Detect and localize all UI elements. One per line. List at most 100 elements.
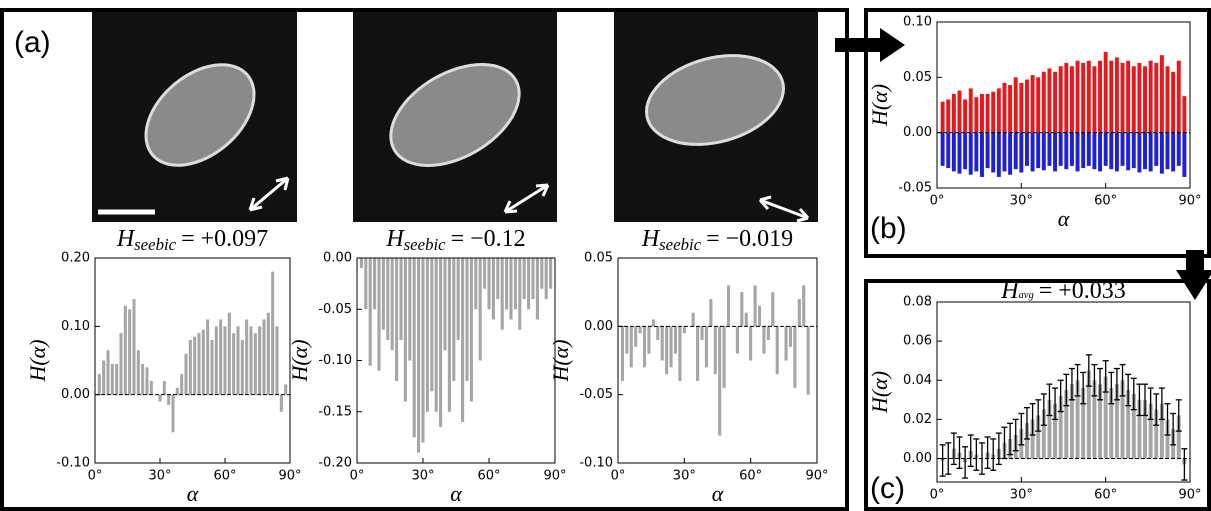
error-bar: [1142, 383, 1149, 417]
bar: [974, 97, 979, 133]
bar: [1131, 66, 1136, 133]
bar: [210, 340, 214, 395]
plot-frame: [936, 21, 1191, 189]
bar: [390, 258, 394, 351]
bar: [123, 305, 127, 395]
bar: [284, 384, 288, 395]
bar: [1154, 132, 1159, 166]
bar: [1053, 403, 1058, 459]
bar: [1126, 132, 1131, 171]
bar: [253, 333, 257, 395]
bar: [744, 312, 748, 327]
bar: [1126, 390, 1131, 459]
title-subscript: seebic: [134, 235, 176, 254]
bar: [985, 93, 990, 133]
sem-images: [92, 12, 818, 223]
bar: [1086, 60, 1091, 133]
bar: [1154, 409, 1159, 459]
bar: [1159, 403, 1164, 459]
bar: [513, 258, 517, 310]
bar: [753, 285, 757, 327]
error-bar: [1181, 448, 1188, 481]
bar: [963, 132, 968, 170]
bar: [373, 258, 377, 310]
bar: [968, 132, 973, 175]
bar: [957, 90, 962, 133]
bar: [642, 326, 647, 368]
bar: [1036, 77, 1041, 133]
error-bar: [984, 436, 991, 469]
bar: [395, 258, 399, 381]
plot-frame: [617, 257, 818, 464]
bar: [793, 326, 797, 388]
bar: [985, 132, 990, 169]
bar: [149, 381, 153, 395]
error-bar: [962, 446, 969, 479]
bar: [1176, 132, 1181, 166]
polarization-arrow: [503, 183, 550, 214]
y-tick-label: -0.05: [579, 387, 613, 402]
arrow-down: [1176, 250, 1211, 300]
chart-title: Hseebic = −0.019: [641, 226, 793, 254]
bar: [452, 258, 456, 381]
bar: [271, 271, 275, 395]
y-tick-label: 0.05: [584, 251, 613, 266]
bar: [963, 99, 968, 133]
x-tick-label: 0°: [611, 469, 626, 484]
bar: [1154, 62, 1159, 133]
bar: [443, 258, 447, 351]
bar: [980, 93, 984, 133]
bar: [1143, 66, 1147, 133]
title-text: = −0.12: [451, 226, 526, 252]
bar: [991, 132, 996, 173]
error-bar: [1040, 393, 1047, 426]
bar: [1092, 380, 1097, 459]
particle: [645, 54, 785, 146]
bar: [968, 88, 973, 133]
bar: [1148, 132, 1153, 172]
bar: [456, 258, 460, 340]
bar: [386, 258, 390, 340]
y-tick-label: -0.10: [56, 456, 90, 471]
bar: [1047, 399, 1052, 459]
bar: [491, 258, 495, 320]
bar: [197, 333, 201, 395]
bar: [1008, 132, 1013, 175]
bar: [1086, 370, 1091, 459]
bar: [549, 258, 553, 289]
bar: [1165, 419, 1170, 459]
bar: [1137, 399, 1142, 459]
bar: [1058, 132, 1063, 166]
y-tick-label: 0.10: [61, 319, 90, 334]
bar: [1024, 423, 1029, 459]
bar: [629, 326, 633, 368]
bar: [1114, 384, 1119, 459]
bar: [974, 132, 979, 172]
bar: [1041, 71, 1046, 133]
x-tick-label: 90°: [805, 469, 828, 484]
y-tick-label: 0.00: [61, 387, 90, 402]
bar: [740, 292, 744, 327]
y-tick-label: 0.02: [903, 412, 932, 427]
bar: [771, 292, 775, 327]
bar: [1019, 82, 1024, 133]
bar: [434, 258, 438, 412]
bar: [678, 326, 682, 381]
error-bar: [1057, 379, 1064, 413]
bar: [483, 258, 487, 289]
error-bar: [945, 442, 952, 475]
bar: [1069, 66, 1074, 133]
bar: [946, 99, 951, 133]
error-bar: [990, 438, 997, 471]
bar: [1069, 384, 1074, 459]
bar: [673, 326, 678, 354]
bar: [193, 336, 197, 395]
x-tick-label: 60°: [739, 469, 762, 484]
panel-label: (c): [870, 472, 905, 505]
bar: [266, 312, 270, 395]
y-tick-label: -0.05: [898, 181, 932, 196]
bar: [669, 326, 673, 368]
bar: [1120, 132, 1125, 166]
bar: [1041, 409, 1046, 459]
bar: [447, 258, 451, 412]
